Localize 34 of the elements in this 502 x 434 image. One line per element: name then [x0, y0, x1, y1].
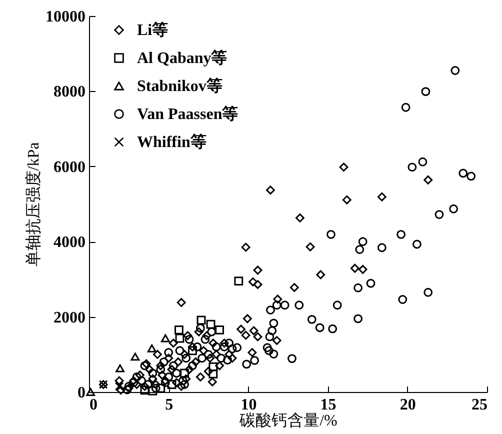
- x-tick-label: 5: [165, 396, 174, 414]
- point: [86, 388, 96, 396]
- point: [98, 380, 108, 389]
- legend-label: Li等: [137, 21, 168, 39]
- y-tick-label: 8000: [54, 84, 86, 101]
- legend-label: Whiffin等: [137, 133, 206, 151]
- point: [160, 334, 170, 342]
- point: [188, 346, 197, 356]
- point: [148, 386, 158, 396]
- y-tick-label: 6000: [54, 158, 86, 176]
- x-tick-label: 25: [472, 396, 488, 414]
- legend-label: Al Qabany等: [137, 49, 228, 67]
- point: [196, 316, 206, 325]
- point: [174, 326, 184, 334]
- point: [140, 386, 150, 395]
- x-axis-title: 碳酸钙含量/%: [238, 412, 338, 430]
- x-tick-label: 10: [240, 396, 257, 414]
- x-tick-label: 15: [320, 396, 336, 414]
- point: [116, 364, 124, 372]
- x-tick-label: 0: [90, 396, 98, 414]
- y-tick-label: 10000: [46, 8, 86, 26]
- point: [206, 320, 216, 329]
- legend-label: Van Paassen等: [137, 105, 238, 123]
- legend-label: Stabnikov等: [137, 77, 222, 95]
- point: [175, 334, 184, 343]
- point: [234, 276, 244, 286]
- point: [130, 352, 140, 361]
- point: [147, 344, 156, 352]
- x-tick-label: 20: [400, 396, 416, 414]
- y-tick-label: 0: [78, 384, 86, 402]
- point: [215, 326, 224, 334]
- y-tick-label: 4000: [54, 234, 86, 252]
- y-axis-title: 单轴抗压强度/kPa: [24, 142, 42, 267]
- y-tick-label: 2000: [54, 309, 86, 326]
